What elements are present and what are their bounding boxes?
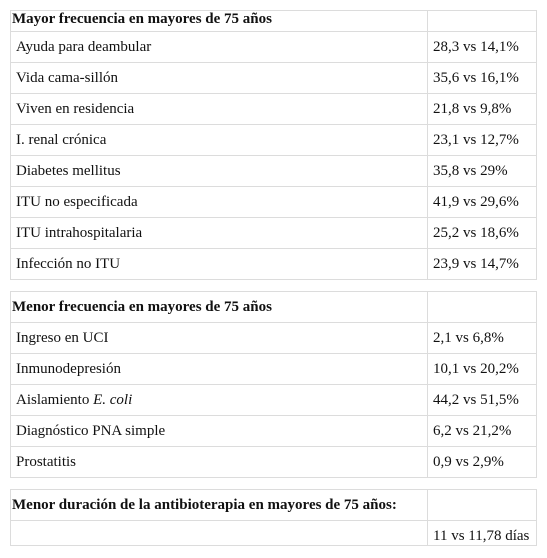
row-label: Ingreso en UCI <box>16 329 109 346</box>
label-cell: Viven en residencia <box>10 93 428 125</box>
label-cell: Vida cama-sillón <box>10 62 428 94</box>
label-cell: I. renal crónica <box>10 124 428 156</box>
value-cell: 2,1 vs 6,8% <box>427 322 537 354</box>
row-label: I. renal crónica <box>16 131 107 148</box>
label-cell: ITU intrahospitalaria <box>10 217 428 249</box>
row-label: ITU intrahospitalaria <box>16 224 143 241</box>
row-value: 6,2 vs 21,2% <box>433 422 512 439</box>
row-value: 25,2 vs 18,6% <box>433 224 519 241</box>
section-title: Menor duración de la antibioterapia en m… <box>12 496 397 513</box>
value-cell: 0,9 vs 2,9% <box>427 446 537 478</box>
section-header: Menor frecuencia en mayores de 75 años <box>10 291 428 323</box>
header-cell <box>427 291 537 323</box>
row-value: 23,1 vs 12,7% <box>433 131 519 148</box>
label-cell: Infección no ITU <box>10 248 428 280</box>
row-label: ITU no especificada <box>16 193 138 210</box>
value-cell: 6,2 vs 21,2% <box>427 415 537 447</box>
value-cell: 10,1 vs 20,2% <box>427 353 537 385</box>
label-cell: Diabetes mellitus <box>10 155 428 187</box>
header-cell <box>427 489 537 521</box>
row-label: Vida cama-sillón <box>16 69 118 86</box>
row-value: 41,9 vs 29,6% <box>433 193 519 210</box>
value-cell: 35,8 vs 29% <box>427 155 537 187</box>
row-label: Aislamiento <box>16 391 90 408</box>
label-cell: ITU no especificada <box>10 186 428 218</box>
row-label: Diagnóstico PNA simple <box>16 422 166 439</box>
row-value: 44,2 vs 51,5% <box>433 391 519 408</box>
label-cell <box>10 520 428 546</box>
label-cell: Prostatitis <box>10 446 428 478</box>
row-value: 0,9 vs 2,9% <box>433 453 504 470</box>
value-cell: 11 vs 11,78 días <box>427 520 537 546</box>
value-cell: 23,1 vs 12,7% <box>427 124 537 156</box>
value-cell: 25,2 vs 18,6% <box>427 217 537 249</box>
row-label: Viven en residencia <box>16 100 135 117</box>
row-value: 28,3 vs 14,1% <box>433 38 519 55</box>
label-cell: Diagnóstico PNA simple <box>10 415 428 447</box>
row-value: 35,8 vs 29% <box>433 162 508 179</box>
value-cell: 28,3 vs 14,1% <box>427 31 537 63</box>
row-value: 2,1 vs 6,8% <box>433 329 504 346</box>
row-label: Diabetes mellitus <box>16 162 121 179</box>
value-cell: 44,2 vs 51,5% <box>427 384 537 416</box>
label-cell: Inmunodepresión <box>10 353 428 385</box>
row-label-italic: E. coli <box>93 391 133 408</box>
row-label: Infección no ITU <box>16 255 121 272</box>
header-cell <box>427 10 537 32</box>
row-value: 23,9 vs 14,7% <box>433 255 519 272</box>
section-title: Mayor frecuencia en mayores de 75 años <box>12 11 272 27</box>
section-header: Mayor frecuencia en mayores de 75 años <box>10 10 428 32</box>
value-cell: 23,9 vs 14,7% <box>427 248 537 280</box>
row-value: 11 vs 11,78 días <box>433 528 530 544</box>
value-cell: 35,6 vs 16,1% <box>427 62 537 94</box>
row-value: 21,8 vs 9,8% <box>433 100 512 117</box>
row-label: Inmunodepresión <box>16 360 121 377</box>
section-header: Menor duración de la antibioterapia en m… <box>10 489 428 521</box>
row-value: 10,1 vs 20,2% <box>433 360 519 377</box>
value-cell: 21,8 vs 9,8% <box>427 93 537 125</box>
section-title: Menor frecuencia en mayores de 75 años <box>12 298 272 315</box>
label-cell: Aislamiento E. coli <box>10 384 428 416</box>
value-cell: 41,9 vs 29,6% <box>427 186 537 218</box>
row-value: 35,6 vs 16,1% <box>433 69 519 86</box>
row-label: Ayuda para deambular <box>16 38 152 55</box>
label-cell: Ingreso en UCI <box>10 322 428 354</box>
label-cell: Ayuda para deambular <box>10 31 428 63</box>
row-label: Prostatitis <box>16 453 77 470</box>
